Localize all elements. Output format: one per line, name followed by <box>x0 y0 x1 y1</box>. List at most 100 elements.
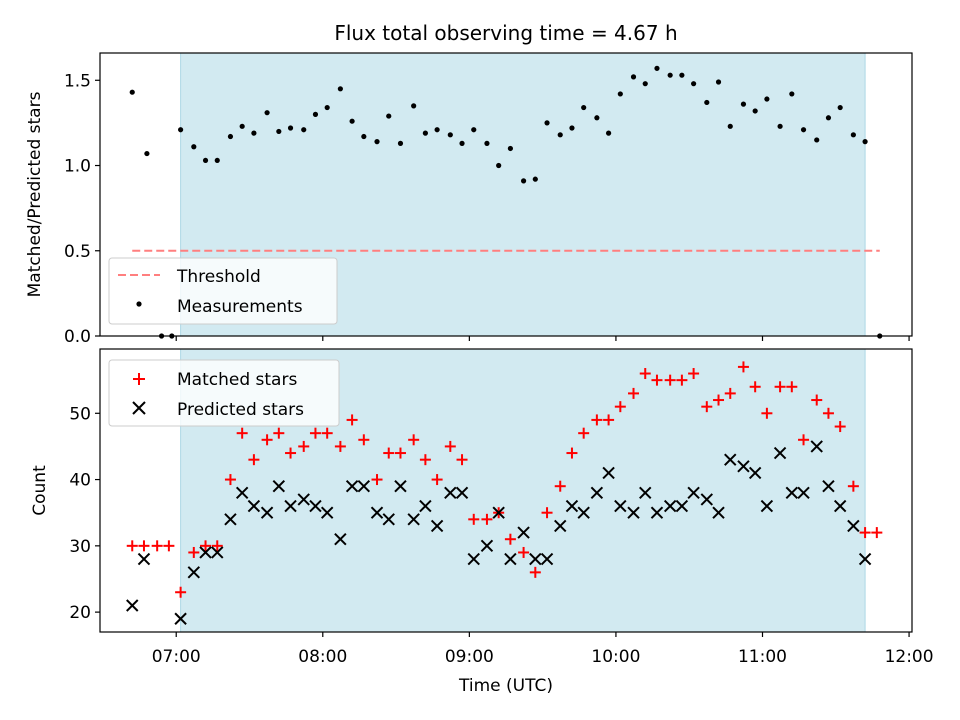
predicted-stars-marker <box>357 479 371 493</box>
measurements-point <box>557 132 563 138</box>
predicted-stars-marker <box>847 519 860 533</box>
top-y-tick-label: 0.5 <box>64 242 91 262</box>
matched-stars-marker <box>309 427 321 439</box>
measurements-point <box>324 104 330 111</box>
measurements-point <box>617 91 623 97</box>
measurements-point <box>434 127 440 133</box>
matched-stars-marker <box>383 447 395 459</box>
measurements-point <box>862 139 868 145</box>
bottom-x-axis: 07:00 08:00 09:00 10:00 11:00 12:00 <box>152 632 934 667</box>
predicted-stars-marker <box>444 486 457 500</box>
x-tick-label: 10:00 <box>591 647 640 667</box>
matched-stars-marker <box>321 427 333 439</box>
predicted-stars-marker <box>224 513 237 526</box>
measurements-point <box>422 130 428 136</box>
measurements-point <box>386 113 392 119</box>
predicted-stars-marker <box>540 552 554 566</box>
predicted-stars-marker <box>577 506 590 519</box>
measurements-point <box>287 125 294 131</box>
predicted-stars-marker <box>467 552 480 566</box>
bottom-y-axis-label: Count <box>30 465 50 516</box>
top-y-axis: 0.0 0.5 1.0 1.5 <box>64 71 100 347</box>
matched-stars-marker <box>211 540 223 552</box>
measurements-point <box>337 86 343 92</box>
bottom-axes-frame <box>99 348 913 633</box>
measurements-point <box>239 123 245 129</box>
matched-stars-marker <box>822 407 834 419</box>
measurements-point <box>447 132 453 138</box>
predicted-stars-marker <box>211 546 224 559</box>
top-legend: Threshold Measurements <box>108 257 338 325</box>
measurements-point <box>361 133 367 140</box>
x-tick-label: 12:00 <box>885 647 934 667</box>
measurements-point <box>397 140 404 146</box>
measurements-point <box>251 130 257 136</box>
measurements-point <box>667 72 673 78</box>
measurements-point <box>276 128 282 135</box>
predicted-stars-marker <box>297 493 310 506</box>
predicted-stars-marker <box>517 526 530 539</box>
predicted-stars-marker <box>492 506 505 519</box>
matched-stars-marker <box>664 374 676 386</box>
predicted-stars-marker <box>199 546 212 559</box>
measurements-point <box>752 108 758 114</box>
predicted-stars-marker <box>833 499 847 513</box>
predicted-stars-marker <box>247 499 261 513</box>
measurements-point <box>789 91 795 97</box>
measurements-point <box>496 162 502 169</box>
matched-stars-marker <box>701 401 713 413</box>
matched-stars-marker <box>651 374 663 386</box>
predicted-stars-marker <box>858 552 872 566</box>
predicted-stars-marker <box>504 552 517 566</box>
predicted-stars-marker <box>284 499 297 513</box>
predicted-stars-marker <box>407 513 420 526</box>
measurements-point <box>544 120 550 126</box>
measurements-legend-label: Measurements <box>177 297 303 317</box>
measurements-point <box>202 157 209 164</box>
matched-stars-marker <box>456 454 468 466</box>
measurements-point <box>532 176 538 182</box>
matched-stars-marker <box>224 474 236 486</box>
matched-stars-marker <box>334 440 346 452</box>
matched-stars-marker <box>566 447 578 459</box>
matched-stars-marker <box>358 434 370 446</box>
measurements-point <box>850 132 856 138</box>
matched-stars-marker <box>614 401 626 413</box>
matched-stars-marker <box>749 381 761 393</box>
measurements-point <box>191 144 197 150</box>
measurements-point <box>349 118 355 124</box>
predicted-stars-marker <box>712 506 725 519</box>
chart-title: Flux total observing time = 4.67 h <box>334 21 677 45</box>
predicted-stars-marker <box>320 506 334 519</box>
measurements-point <box>740 101 747 107</box>
predicted-stars-marker <box>639 486 652 500</box>
predicted-stars-marker <box>235 486 249 500</box>
matched-stars-marker <box>298 440 310 452</box>
measurements-point <box>264 110 270 116</box>
matched-stars-marker <box>175 586 187 598</box>
predicted-stars-marker <box>419 499 432 513</box>
measurements-point <box>459 140 465 146</box>
bottom-y-tick-label: 20 <box>69 603 91 623</box>
matched-stars-marker <box>834 421 846 433</box>
top-axes-frame <box>99 52 913 337</box>
matched-stars-marker <box>761 407 773 419</box>
measurements-point <box>484 140 490 146</box>
matched-stars-marker <box>541 507 553 519</box>
predicted-stars-marker <box>554 519 567 533</box>
matched-stars-marker <box>408 434 420 446</box>
matched-stars-marker <box>285 447 297 459</box>
predicted-stars-marker <box>126 599 139 612</box>
matched-stars-marker <box>591 414 603 426</box>
measurements-point <box>227 133 234 140</box>
predicted-stars-marker <box>675 499 689 513</box>
predicted-stars-marker <box>773 446 787 460</box>
measurements-point <box>727 123 733 129</box>
matched-stars-marker <box>188 546 200 558</box>
measurements-point <box>679 72 685 78</box>
measurements-point <box>178 127 184 133</box>
measurements-point <box>214 157 220 164</box>
top-legend-box <box>108 257 338 325</box>
